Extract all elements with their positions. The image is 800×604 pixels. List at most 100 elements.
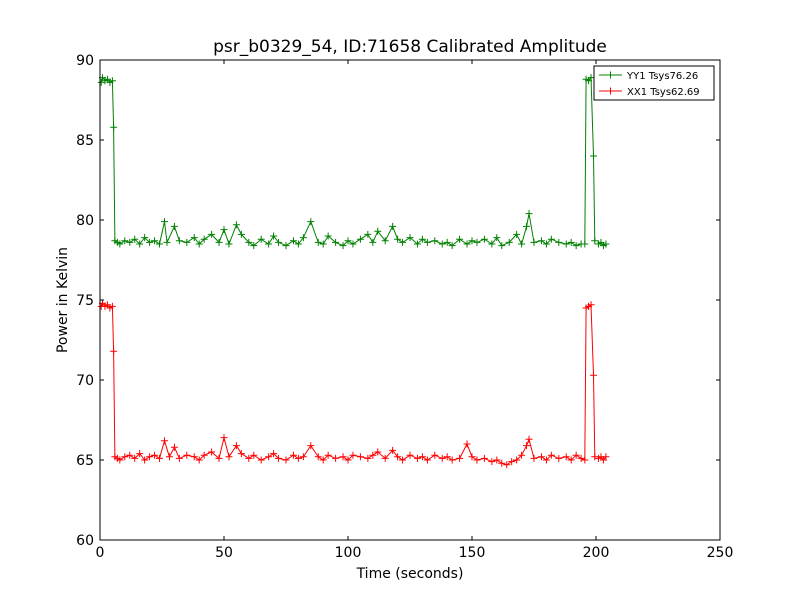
- series-0-point: [456, 235, 464, 243]
- series-0: [97, 74, 610, 250]
- series-1-point: [547, 451, 555, 459]
- series-0-point: [136, 240, 144, 248]
- series-1-point: [237, 450, 245, 458]
- series-1-point: [567, 456, 575, 464]
- series-0-point: [275, 238, 283, 246]
- series-1-point: [299, 453, 307, 461]
- series-0-line-1: [598, 241, 607, 247]
- series-0-point: [602, 240, 610, 248]
- series-0-point: [369, 238, 377, 246]
- legend: YY1 Tsys76.26 XX1 Tsys62.69: [593, 65, 715, 101]
- series-0-point: [215, 238, 223, 246]
- series-1-point: [542, 456, 550, 464]
- series-1-point: [232, 442, 240, 450]
- series-0-point: [151, 237, 159, 245]
- series-1-point: [131, 454, 139, 462]
- series-0-point: [314, 238, 322, 246]
- legend-marker-1: [607, 87, 614, 95]
- series-1-point: [175, 454, 183, 462]
- series-0-point: [232, 221, 240, 229]
- series-0-point: [339, 242, 347, 250]
- series-0-point: [591, 237, 599, 245]
- series-1-point: [151, 451, 159, 459]
- series-0-point: [513, 230, 521, 238]
- series-1-point: [448, 456, 456, 464]
- series-0-point: [294, 240, 302, 248]
- series-0-point: [175, 237, 183, 245]
- series-1-point: [257, 456, 265, 464]
- series-1-point: [468, 453, 476, 461]
- series-1-point: [577, 454, 585, 462]
- series-1-point: [602, 453, 610, 461]
- series-0-point: [344, 237, 352, 245]
- series-1-point: [443, 453, 451, 461]
- legend-marker-0: [607, 71, 614, 79]
- series-0-point: [131, 235, 139, 243]
- y-tick-label: 65: [76, 453, 94, 469]
- series-0-point: [399, 238, 407, 246]
- series-1-point: [136, 450, 144, 458]
- series-0-point: [438, 240, 446, 248]
- series-0-point: [413, 240, 421, 248]
- series-1-point: [431, 451, 439, 459]
- x-tick-label: 50: [215, 545, 233, 561]
- series-1-point: [525, 435, 533, 443]
- series-1-point: [165, 453, 173, 461]
- series-0-point: [493, 234, 501, 242]
- series-1-point: [170, 443, 178, 451]
- series-0-point: [332, 238, 340, 246]
- series-0-point: [282, 242, 290, 250]
- series-1-point: [562, 453, 570, 461]
- series-1-point: [245, 454, 253, 462]
- series-1-point: [195, 456, 203, 464]
- series-1-point: [356, 453, 364, 461]
- legend-label-1: XX1 Tsys62.69: [627, 87, 700, 98]
- series-0-point: [537, 237, 545, 245]
- series-1-point: [108, 302, 116, 310]
- x-tick-label: 100: [335, 545, 362, 561]
- series-0-point: [250, 242, 258, 250]
- axes-layer: 0 50 100 150 200 250 60 65 70 75 80 85 90: [76, 53, 733, 561]
- series-0-point: [299, 234, 307, 242]
- series-0-point: [468, 237, 476, 245]
- series-0-point: [220, 226, 228, 234]
- series-0-point: [156, 240, 164, 248]
- series-1-point: [200, 451, 208, 459]
- series-0-point: [443, 238, 451, 246]
- series-1-point: [406, 451, 414, 459]
- series-0-point: [349, 240, 357, 248]
- series-1: [97, 299, 610, 469]
- series-1-line-0: [100, 302, 596, 466]
- series-0-point: [225, 240, 233, 248]
- y-tick-label: 60: [76, 533, 94, 549]
- series-0-point: [567, 238, 575, 246]
- series-1-point: [508, 458, 516, 466]
- y-tick-label: 90: [76, 53, 94, 69]
- series-1-point: [156, 454, 164, 462]
- series-0-point: [448, 242, 456, 250]
- series-0-point: [110, 123, 118, 131]
- series-0-point: [356, 235, 364, 243]
- y-tick-label: 80: [76, 213, 94, 229]
- series-1-point: [270, 450, 278, 458]
- series-0-point: [505, 238, 513, 246]
- series-1-point: [314, 453, 322, 461]
- series-1-point: [265, 453, 273, 461]
- y-tick-label: 85: [76, 133, 94, 149]
- series-1-point: [364, 454, 372, 462]
- series-0-point: [572, 242, 580, 250]
- series-1-point: [225, 453, 233, 461]
- series-1-point: [116, 456, 124, 464]
- series-0-point: [237, 230, 245, 238]
- series-0-point: [473, 238, 481, 246]
- series-1-point: [389, 446, 397, 454]
- series-1-point: [537, 453, 545, 461]
- series-1-point: [121, 453, 129, 461]
- series-0-point: [141, 234, 149, 242]
- series-0-point: [542, 240, 550, 248]
- y-tick-label: 70: [76, 373, 94, 389]
- plot-frame: [99, 59, 721, 541]
- series-0-point: [307, 218, 315, 226]
